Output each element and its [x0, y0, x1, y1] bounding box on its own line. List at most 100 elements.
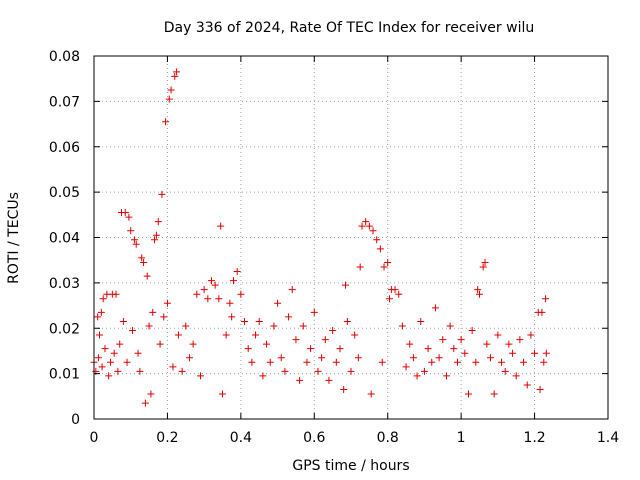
data-point: [151, 236, 159, 244]
data-point: [402, 363, 410, 371]
data-point: [222, 331, 230, 339]
data-point: [373, 236, 381, 244]
data-point: [204, 295, 212, 303]
data-point: [520, 358, 528, 366]
data-point: [178, 367, 186, 375]
data-point: [409, 354, 417, 362]
x-tick-label: 1: [457, 430, 466, 446]
data-point: [97, 308, 105, 316]
y-tick-label: 0.07: [49, 94, 80, 110]
data-point: [483, 340, 491, 348]
data-point: [428, 358, 436, 366]
x-tick-label: 1.4: [597, 430, 619, 446]
data-point: [369, 227, 377, 235]
data-point: [132, 240, 140, 248]
data-point: [160, 313, 168, 321]
x-tick-label: 0: [90, 430, 99, 446]
y-tick-label: 0.04: [49, 231, 80, 247]
data-point: [141, 399, 149, 407]
data-point: [542, 349, 550, 357]
data-point: [107, 358, 115, 366]
data-point: [358, 222, 366, 230]
data-point: [318, 354, 326, 362]
data-point: [226, 299, 234, 307]
y-tick-label: 0.02: [49, 321, 80, 337]
data-point: [450, 345, 458, 353]
data-point: [173, 68, 181, 76]
data-point: [472, 358, 480, 366]
data-point: [211, 281, 219, 289]
y-axis-label: ROTI / TECUs: [6, 192, 22, 284]
y-tick-label: 0.03: [49, 276, 80, 292]
data-point: [464, 390, 472, 398]
data-point: [217, 222, 225, 230]
data-point: [487, 354, 495, 362]
axis-ticks: 0 0.2 0.4 0.6 0.8 1 1.2 1.4 0 0.01 0.02 0.03 0.04 0.0…: [49, 49, 619, 446]
data-point: [442, 372, 450, 380]
data-point: [476, 290, 483, 298]
data-point: [285, 313, 293, 321]
data-point: [185, 354, 193, 362]
data-point: [165, 95, 173, 103]
y-tick-label: 0.05: [49, 185, 80, 201]
data-point: [398, 322, 406, 330]
data-point: [119, 317, 127, 325]
data-point: [321, 336, 329, 344]
data-point: [140, 258, 148, 266]
data-point: [356, 263, 364, 271]
data-point: [182, 322, 190, 330]
data-point: [395, 290, 403, 298]
data-point: [94, 313, 102, 321]
data-point: [277, 354, 285, 362]
data-point: [136, 367, 144, 375]
data-point: [347, 367, 355, 375]
x-axis-label: GPS time / hours: [292, 458, 409, 474]
data-point: [105, 372, 113, 380]
data-point: [384, 258, 392, 266]
data-point: [453, 358, 461, 366]
data-point: [123, 358, 131, 366]
data-point: [138, 254, 146, 262]
data-point: [94, 354, 102, 362]
data-point: [259, 372, 267, 380]
data-point: [481, 258, 489, 266]
data-point: [494, 331, 502, 339]
data-point: [125, 213, 133, 221]
data-point: [99, 295, 107, 303]
data-point: [233, 268, 241, 276]
data-point: [332, 358, 340, 366]
data-point: [163, 299, 171, 307]
data-point: [127, 227, 135, 235]
data-point: [468, 327, 476, 335]
data-point: [490, 390, 498, 398]
data-point: [509, 349, 517, 357]
data-point: [241, 317, 249, 325]
data-point: [501, 367, 509, 375]
y-tick-label: 0.08: [49, 49, 80, 65]
data-point: [162, 118, 170, 126]
data-point: [101, 345, 109, 353]
y-tick-label: 0.06: [49, 140, 80, 156]
x-tick-label: 0.4: [230, 430, 252, 446]
data-point: [420, 367, 428, 375]
data-point: [193, 290, 201, 298]
data-point: [536, 386, 544, 394]
data-point: [174, 331, 182, 339]
data-point: [386, 295, 394, 303]
data-point: [237, 290, 245, 298]
data-point: [457, 336, 465, 344]
data-point: [169, 363, 177, 371]
data-point: [516, 336, 524, 344]
data-point: [149, 308, 157, 316]
data-point: [310, 308, 318, 316]
data-point: [145, 322, 153, 330]
data-point: [446, 322, 454, 330]
data-point: [542, 295, 550, 303]
data-points: [90, 68, 550, 407]
data-point: [354, 354, 362, 362]
data-point: [252, 331, 260, 339]
x-tick-label: 1.2: [523, 430, 545, 446]
data-point: [263, 340, 271, 348]
data-point: [431, 304, 439, 312]
